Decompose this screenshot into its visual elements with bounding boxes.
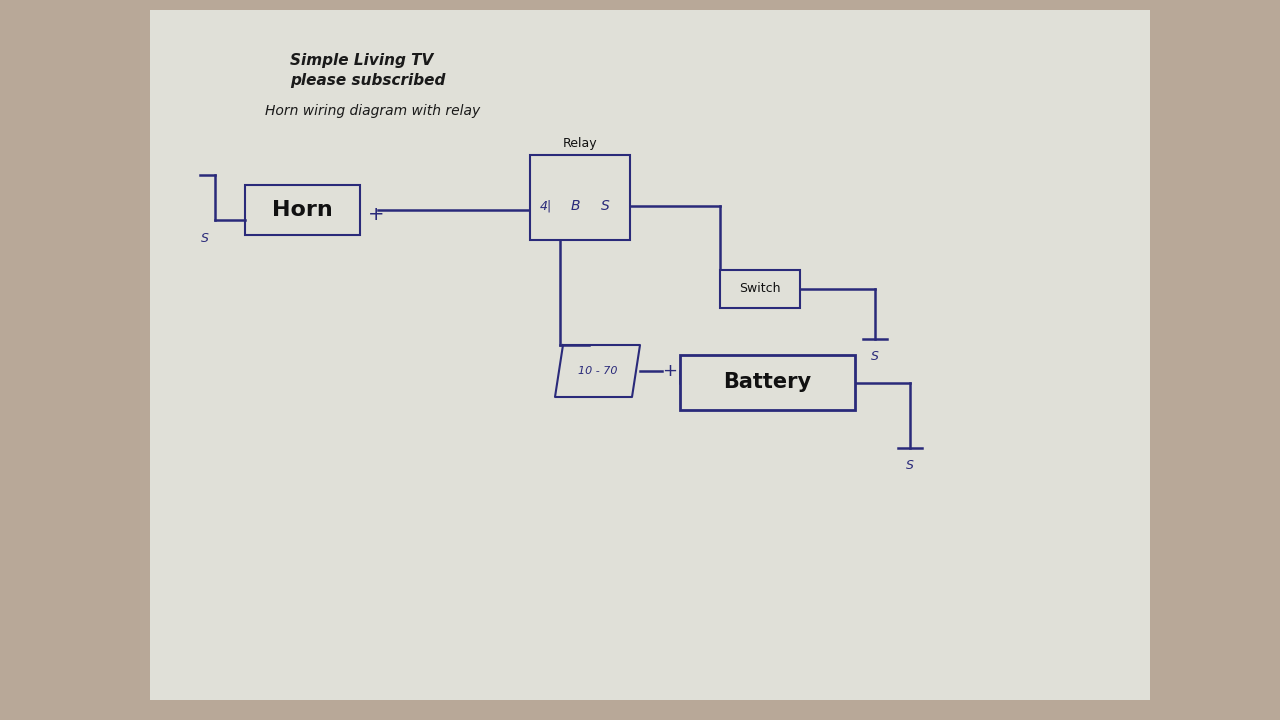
Text: please subscribed: please subscribed	[291, 73, 445, 88]
Bar	[244, 185, 360, 235]
Text: Simple Living TV: Simple Living TV	[291, 53, 433, 68]
Text: S: S	[872, 351, 879, 364]
Text: B: B	[571, 199, 580, 213]
Text: Relay: Relay	[563, 137, 598, 150]
Bar	[530, 155, 630, 240]
Bar	[719, 270, 800, 308]
Text: +: +	[369, 204, 384, 223]
Text: S: S	[906, 459, 914, 472]
Text: 4|: 4|	[540, 199, 552, 212]
Text: Switch: Switch	[740, 282, 781, 295]
Bar	[680, 355, 855, 410]
Text: Horn wiring diagram with relay: Horn wiring diagram with relay	[265, 104, 480, 118]
Text: +: +	[663, 362, 677, 380]
Text: Horn: Horn	[273, 200, 333, 220]
Text: S: S	[201, 232, 209, 245]
Text: Battery: Battery	[723, 372, 812, 392]
Text: S: S	[600, 199, 609, 213]
Bar	[150, 10, 1149, 700]
Text: 10 - 70: 10 - 70	[577, 366, 617, 376]
